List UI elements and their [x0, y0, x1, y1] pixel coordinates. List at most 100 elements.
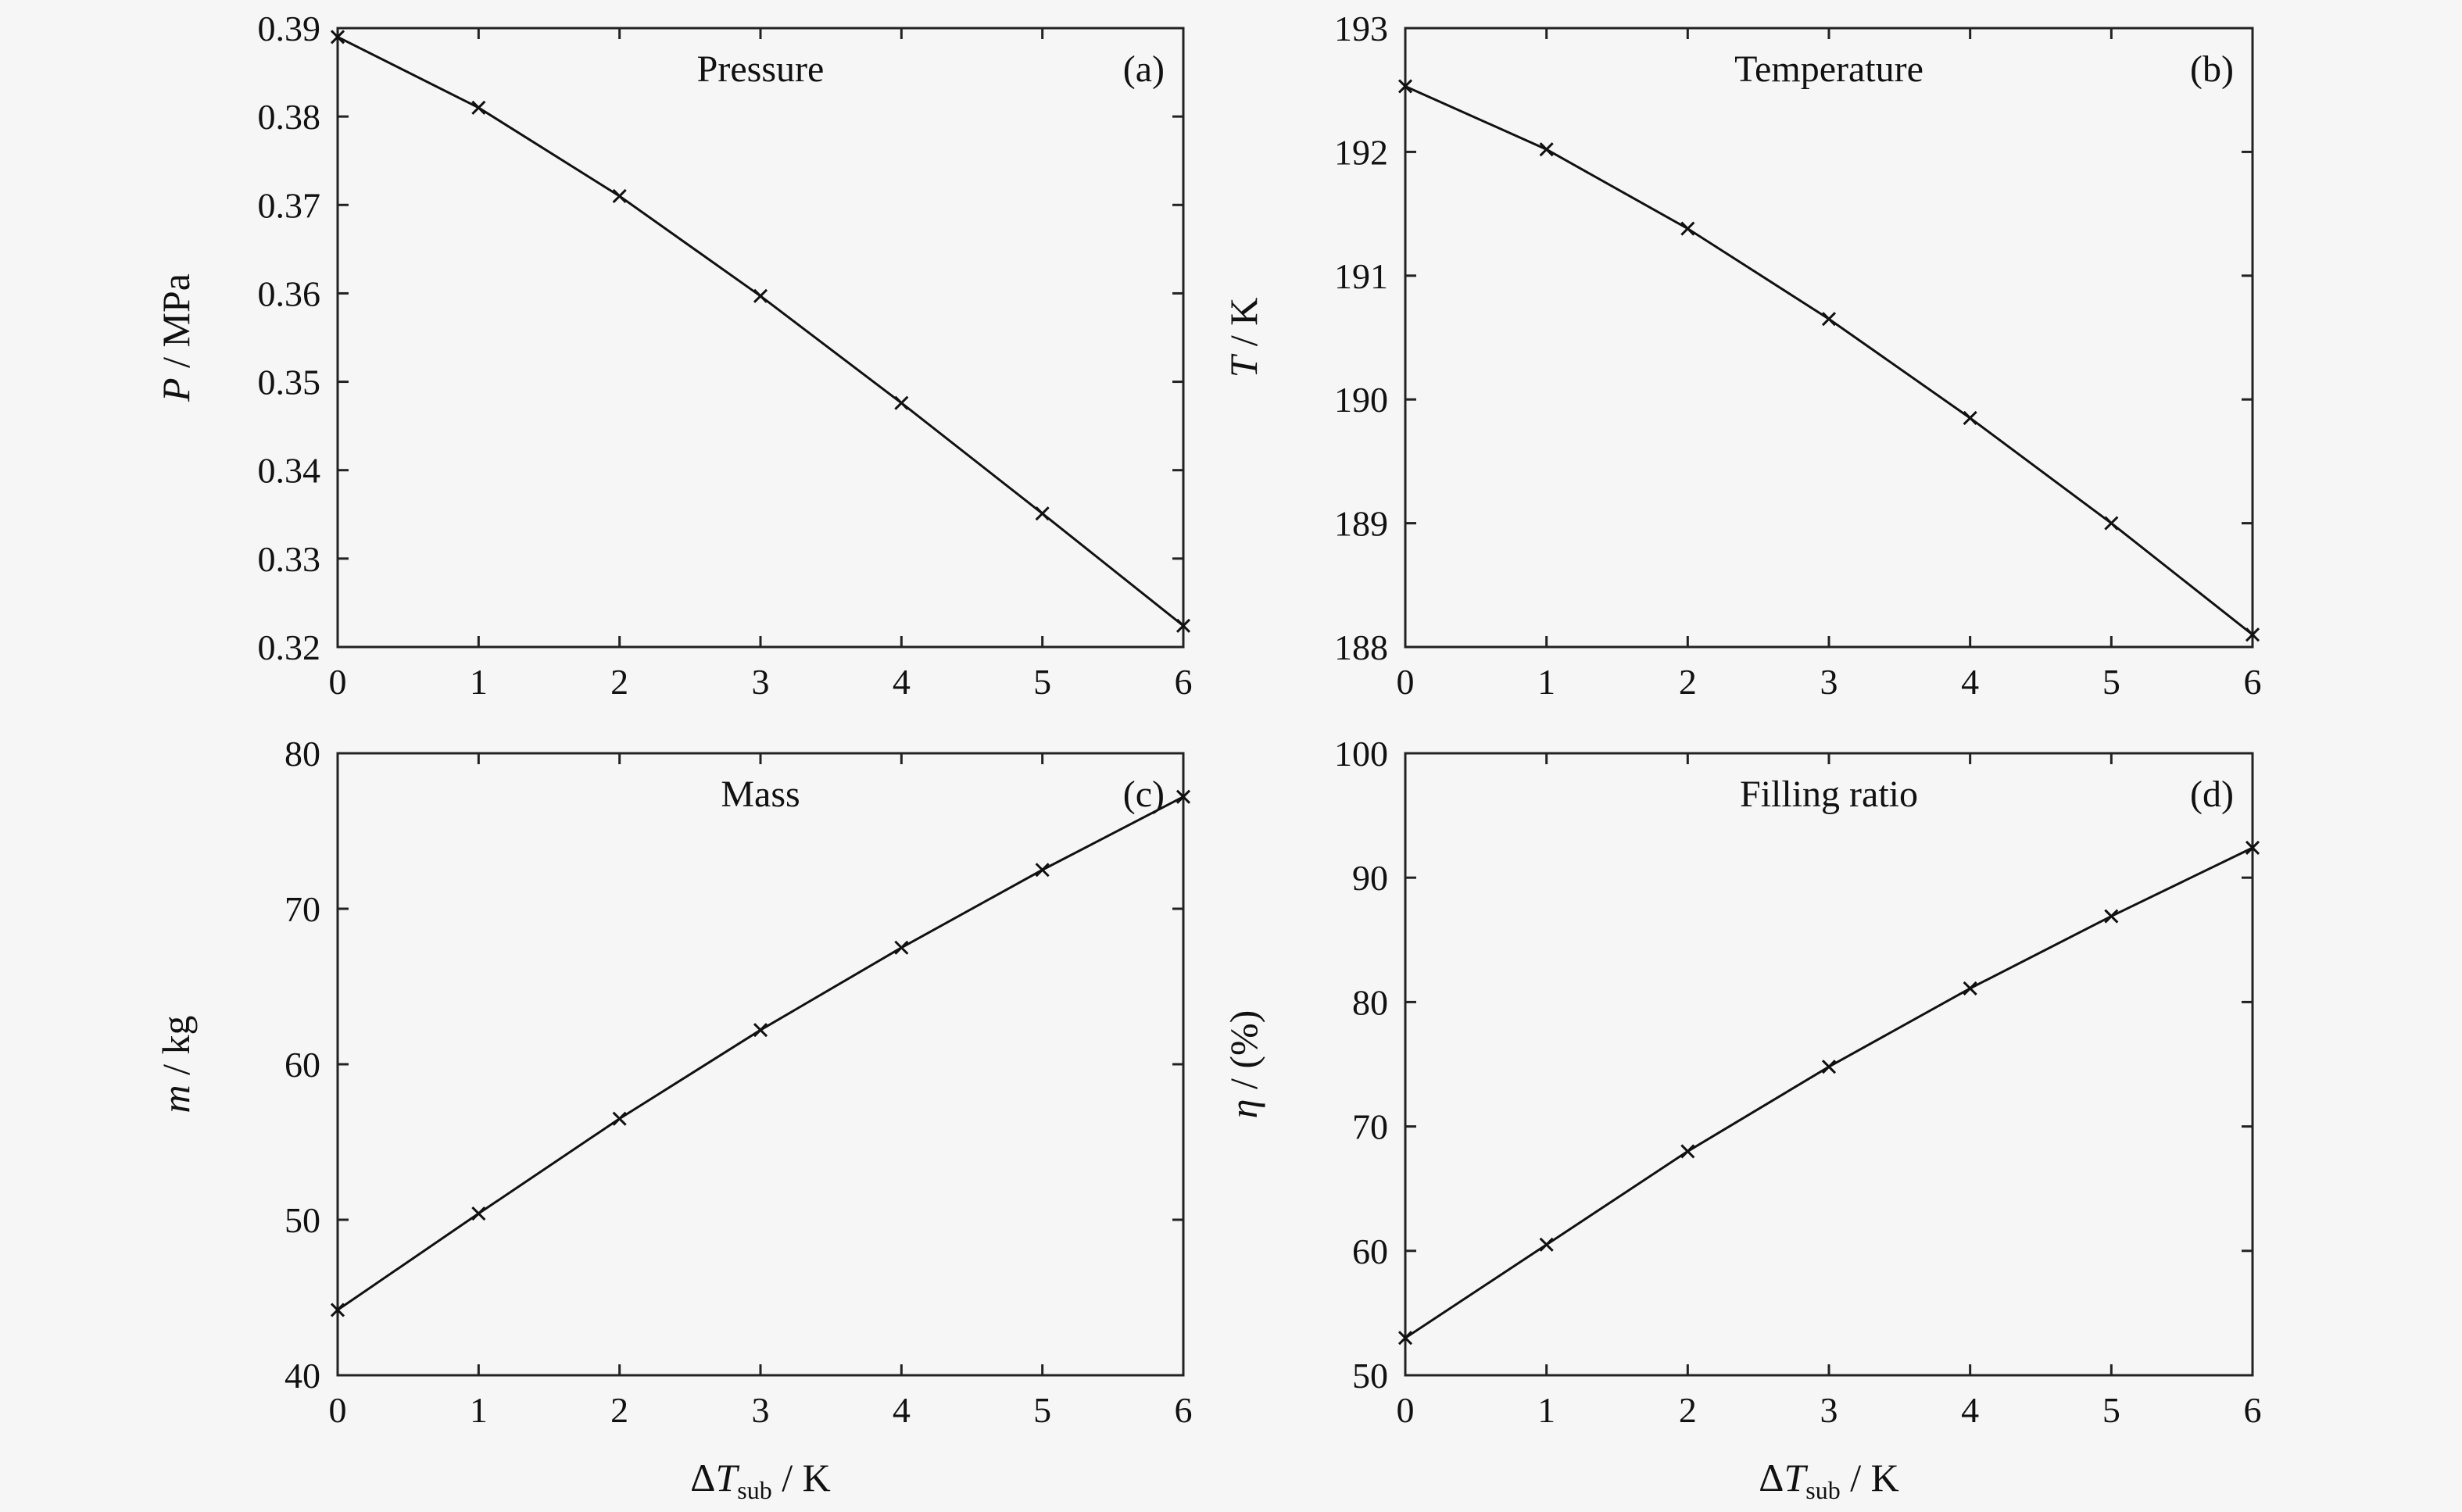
y-tick-label: 0.39 [258, 9, 321, 48]
data-point-stroke [1176, 618, 1191, 633]
data-point-stroke [471, 1206, 486, 1221]
x-tick-label: 6 [2244, 1390, 2262, 1430]
panel-title: Filling ratio [1740, 774, 1918, 815]
data-point [1397, 79, 1413, 94]
x-tick-label: 3 [1820, 662, 1838, 702]
data-point [1539, 1237, 1554, 1252]
y-axis-variable: η [1222, 1099, 1265, 1119]
data-point [471, 100, 486, 115]
data-point [894, 940, 909, 955]
y-tick-label: 70 [1352, 1107, 1388, 1147]
data-point [753, 288, 768, 303]
y-tick-label: 0.37 [258, 185, 321, 225]
series-line [337, 795, 1184, 1311]
data-point-stroke [1539, 142, 1554, 157]
data-point-stroke [1680, 1144, 1695, 1159]
x-axis-subscript: sub [1805, 1476, 1840, 1504]
data-point-stroke [612, 1111, 627, 1126]
x-tick-label: 1 [1537, 1390, 1555, 1430]
data-point-stroke [1035, 506, 1050, 521]
y-tick-label: 80 [284, 734, 320, 774]
data-point [753, 1023, 768, 1038]
y-axis-label: η / (%) [1222, 1010, 1265, 1119]
x-axis-unit: / K [1841, 1456, 1899, 1499]
y-axis-unit: / kg [154, 1015, 198, 1085]
x-tick-label: 3 [1820, 1390, 1838, 1430]
data-point-stroke [330, 30, 345, 45]
y-axis-label: m / kg [154, 1015, 198, 1113]
data-point [2104, 516, 2119, 531]
x-tick-label: 0 [329, 662, 347, 702]
panel-label: (a) [1123, 48, 1165, 90]
panel-title: Mass [721, 774, 800, 815]
x-tick-label: 4 [893, 1390, 911, 1430]
data-point-stroke [1176, 789, 1191, 804]
y-tick-label: 0.32 [258, 627, 321, 667]
y-tick-label: 50 [284, 1200, 320, 1240]
data-point [1397, 1331, 1413, 1346]
chart-panel-4: 0 1 2 3 4 5 6 50 60 70 80 90 100 Filling ratio (d) η / … [1222, 734, 2262, 1504]
x-tick-label: 6 [1175, 1390, 1193, 1430]
y-tick-label: 0.34 [258, 451, 321, 491]
x-tick-label: 6 [2244, 662, 2262, 702]
x-tick-label: 2 [610, 1390, 628, 1430]
x-tick-label: 2 [1679, 662, 1697, 702]
panel-title: Temperature [1734, 48, 1923, 90]
y-tick-label: 0.33 [258, 539, 321, 579]
data-point [1035, 506, 1050, 521]
panel-title: Pressure [697, 48, 825, 90]
y-tick-label: 50 [1352, 1356, 1388, 1396]
x-tick-label: 3 [752, 662, 770, 702]
x-axis-delta: Δ [1759, 1456, 1784, 1499]
y-tick-label: 40 [284, 1356, 320, 1396]
chart-panel-1: 0 1 2 3 4 5 6 0.32 0.33 0.34 0.35 0.36 0.37 0.38 0.39 P… [154, 9, 1193, 702]
data-point-stroke [894, 940, 909, 955]
data-point [612, 1111, 627, 1126]
plot-frame [336, 752, 1185, 1377]
data-point [1680, 1144, 1695, 1159]
y-tick-label: 193 [1334, 9, 1388, 48]
x-tick-label: 5 [2102, 662, 2120, 702]
data-point [2104, 909, 2119, 924]
y-axis-unit: / K [1222, 298, 1265, 356]
plot-frame [1404, 27, 2254, 649]
series-line [1405, 846, 2253, 1339]
data-point-stroke [1963, 981, 1977, 995]
data-point-stroke [1680, 221, 1695, 236]
x-axis-subscript: sub [737, 1476, 771, 1504]
y-tick-label: 0.35 [258, 363, 321, 402]
x-tick-label: 2 [610, 662, 628, 702]
data-point-stroke [1821, 1060, 1837, 1074]
data-point [471, 1206, 486, 1221]
y-tick-label: 191 [1334, 256, 1388, 296]
x-axis-delta: Δ [690, 1456, 715, 1499]
y-axis-label: P / MPa [154, 273, 198, 402]
x-tick-label: 0 [1397, 1390, 1415, 1430]
y-axis-unit: / (%) [1222, 1010, 1265, 1099]
x-axis-variable: T [1784, 1456, 1808, 1499]
data-point [330, 30, 345, 45]
y-tick-label: 0.36 [258, 273, 321, 313]
x-tick-label: 4 [893, 662, 911, 702]
x-tick-label: 5 [1033, 662, 1051, 702]
data-point-stroke [1821, 312, 1837, 327]
data-point-stroke [612, 188, 627, 204]
y-tick-label: 192 [1334, 132, 1388, 172]
y-axis-variable: P [154, 377, 198, 402]
data-point [612, 188, 627, 204]
y-tick-label: 60 [1352, 1231, 1388, 1271]
data-point [1963, 981, 1977, 995]
y-tick-label: 189 [1334, 504, 1388, 544]
plot-frame [1404, 752, 2254, 1377]
data-point [1035, 863, 1050, 878]
data-point-stroke [2104, 909, 2119, 924]
panel-label: (b) [2190, 48, 2234, 90]
y-tick-label: 0.38 [258, 97, 321, 137]
data-point [1176, 618, 1191, 633]
panel-label: (c) [1123, 774, 1165, 815]
y-axis-variable: m [154, 1085, 198, 1113]
y-tick-label: 90 [1352, 858, 1388, 898]
y-tick-label: 60 [284, 1045, 320, 1085]
y-tick-label: 100 [1334, 734, 1388, 774]
